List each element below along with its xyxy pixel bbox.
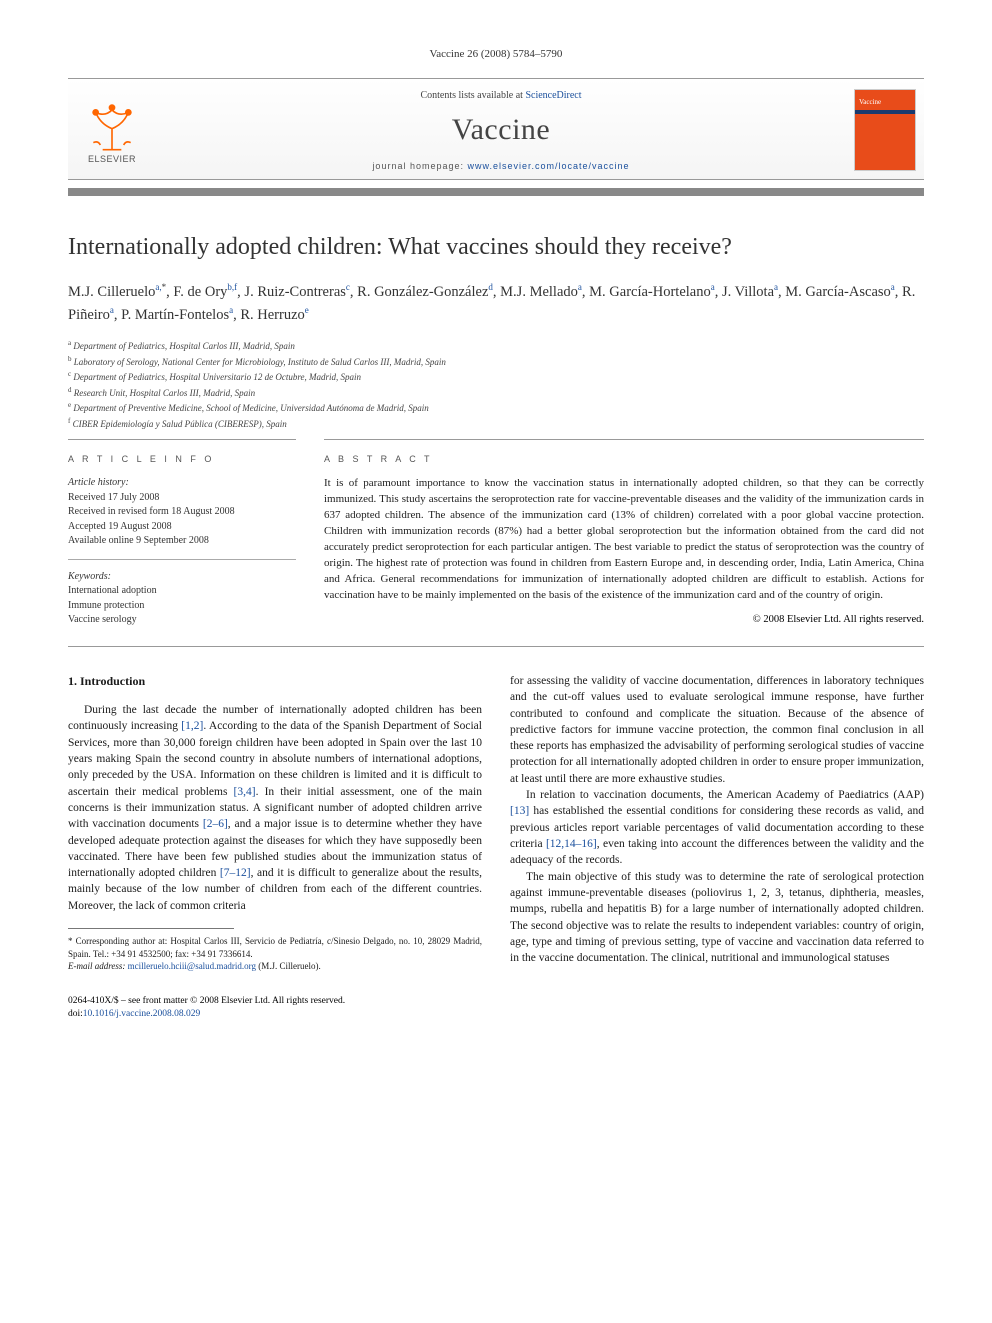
corresponding-email-link[interactable]: mcilleruelo.hciii@salud.madrid.org [128,961,256,971]
article-info-label: A R T I C L E I N F O [68,454,296,464]
journal-cover-thumbnail: Vaccine [854,89,916,171]
affiliation-line: d Research Unit, Hospital Carlos III, Ma… [68,385,924,401]
corresponding-author-footnote: * Corresponding author at: Hospital Carl… [68,935,482,973]
journal-homepage-line: journal homepage: www.elsevier.com/locat… [148,161,854,171]
affiliation-line: a Department of Pediatrics, Hospital Car… [68,338,924,354]
intro-paragraph-3: The main objective of this study was to … [510,869,924,967]
keyword-item: International adoption [68,584,296,599]
intro-heading: 1. Introduction [68,673,482,690]
affiliation-line: f CIBER Epidemiología y Salud Pública (C… [68,416,924,432]
keyword-item: Immune protection [68,599,296,614]
page-footer: 0264-410X/$ – see front matter © 2008 El… [68,995,924,1022]
article-title: Internationally adopted children: What v… [68,232,924,263]
author-list: M.J. Cillerueloa,*, F. de Oryb,f, J. Rui… [68,281,924,326]
footnote-separator [68,928,234,929]
sciencedirect-link[interactable]: ScienceDirect [525,90,581,101]
keyword-item: Vaccine serology [68,613,296,628]
doi-link[interactable]: 10.1016/j.vaccine.2008.08.029 [83,1009,200,1019]
intro-paragraph-1-continued: for assessing the validity of vaccine do… [510,673,924,787]
affiliation-line: b Laboratory of Serology, National Cente… [68,354,924,370]
journal-homepage-link[interactable]: www.elsevier.com/locate/vaccine [468,161,630,171]
journal-banner: ELSEVIER Contents lists available at Sci… [68,78,924,180]
ref-link[interactable]: [12,14–16] [546,838,597,850]
ref-link[interactable]: [3,4] [234,786,256,798]
affiliations: a Department of Pediatrics, Hospital Car… [68,338,924,431]
elsevier-wordmark: ELSEVIER [88,154,136,164]
contents-list-line: Contents lists available at ScienceDirec… [148,90,854,101]
article-history: Article history: Received 17 July 2008 R… [68,476,296,560]
copyright-line: © 2008 Elsevier Ltd. All rights reserved… [324,614,924,625]
keywords: Keywords: International adoptionImmune p… [68,570,296,628]
abstract-text: It is of paramount importance to know th… [324,476,924,604]
journal-name: Vaccine [148,113,854,147]
intro-paragraph-1: During the last decade the number of int… [68,702,482,914]
affiliation-line: e Department of Preventive Medicine, Sch… [68,400,924,416]
ref-link[interactable]: [2–6] [203,818,228,830]
elsevier-tree-icon [84,96,140,152]
body-columns: 1. Introduction During the last decade t… [68,673,924,973]
running-header: Vaccine 26 (2008) 5784–5790 [68,48,924,60]
intro-paragraph-2: In relation to vaccination documents, th… [510,787,924,869]
ref-link[interactable]: [7–12] [220,867,251,879]
ref-link[interactable]: [1,2] [181,720,203,732]
title-rule [68,188,924,196]
body-rule [68,646,924,647]
affiliation-line: c Department of Pediatrics, Hospital Uni… [68,369,924,385]
abstract-label: A B S T R A C T [324,454,924,464]
elsevier-logo: ELSEVIER [76,91,148,169]
ref-link[interactable]: [13] [510,805,529,817]
